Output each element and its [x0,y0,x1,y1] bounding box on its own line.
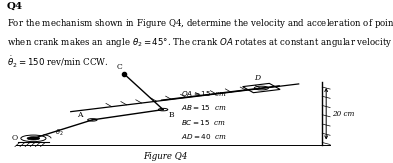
Text: C: C [117,63,123,71]
Text: $\dot{\theta}_2 = 150$ rev/min CCW.: $\dot{\theta}_2 = 150$ rev/min CCW. [7,54,108,70]
Text: Q4: Q4 [7,2,23,11]
Text: $AD = 40$  cm: $AD = 40$ cm [181,132,227,141]
Text: O: O [11,134,18,142]
Circle shape [88,119,97,121]
Text: Figure Q4: Figure Q4 [143,152,187,161]
Text: For the mechanism shown in Figure Q4, determine the velocity and acceleration of: For the mechanism shown in Figure Q4, de… [7,17,393,30]
Text: $\theta_2$: $\theta_2$ [55,128,64,138]
Text: $AB = 15$  cm: $AB = 15$ cm [181,104,226,112]
Circle shape [158,108,168,111]
Text: $OA = 15$  cm: $OA = 15$ cm [181,89,227,98]
Text: 20 cm: 20 cm [332,110,354,118]
Text: B: B [169,111,174,119]
Text: $BC = 15$  cm: $BC = 15$ cm [181,118,226,127]
Text: when crank makes an angle $\theta_2 = 45°$. The crank $OA$ rotates at constant a: when crank makes an angle $\theta_2 = 45… [7,36,393,49]
Text: D: D [254,74,261,82]
Text: A: A [77,111,83,119]
Circle shape [27,137,40,140]
